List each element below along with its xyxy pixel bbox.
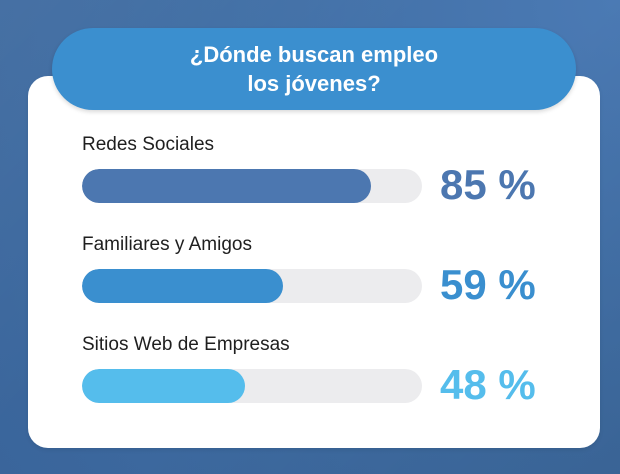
bar-value-label: 59 % <box>440 261 536 308</box>
bar-track <box>82 269 422 303</box>
bar-value-label: 48 % <box>440 361 536 408</box>
bar-fill <box>82 269 283 303</box>
bar-track <box>82 169 422 203</box>
bar-fill <box>82 369 245 403</box>
chart-title-line-2: los jóvenes? <box>247 71 381 96</box>
bar-label: Familiares y Amigos <box>82 234 252 255</box>
bar-value-label: 85 % <box>440 161 536 208</box>
chart-title-line-1: ¿Dónde buscan empleo <box>189 42 439 67</box>
bar-label: Sitios Web de Empresas <box>82 334 290 355</box>
bar-label: Redes Sociales <box>82 134 215 155</box>
chart-title-banner: ¿Dónde buscan empleo los jóvenes? <box>52 28 576 110</box>
bar-track <box>82 369 422 403</box>
bar-fill <box>82 169 371 203</box>
bar-row-redes-sociales: Redes Sociales 85 % <box>82 133 562 213</box>
bar-row-sitios-web: Sitios Web de Empresas 48 % <box>82 333 562 413</box>
bar-row-familiares-amigos: Familiares y Amigos 59 % <box>82 233 562 313</box>
